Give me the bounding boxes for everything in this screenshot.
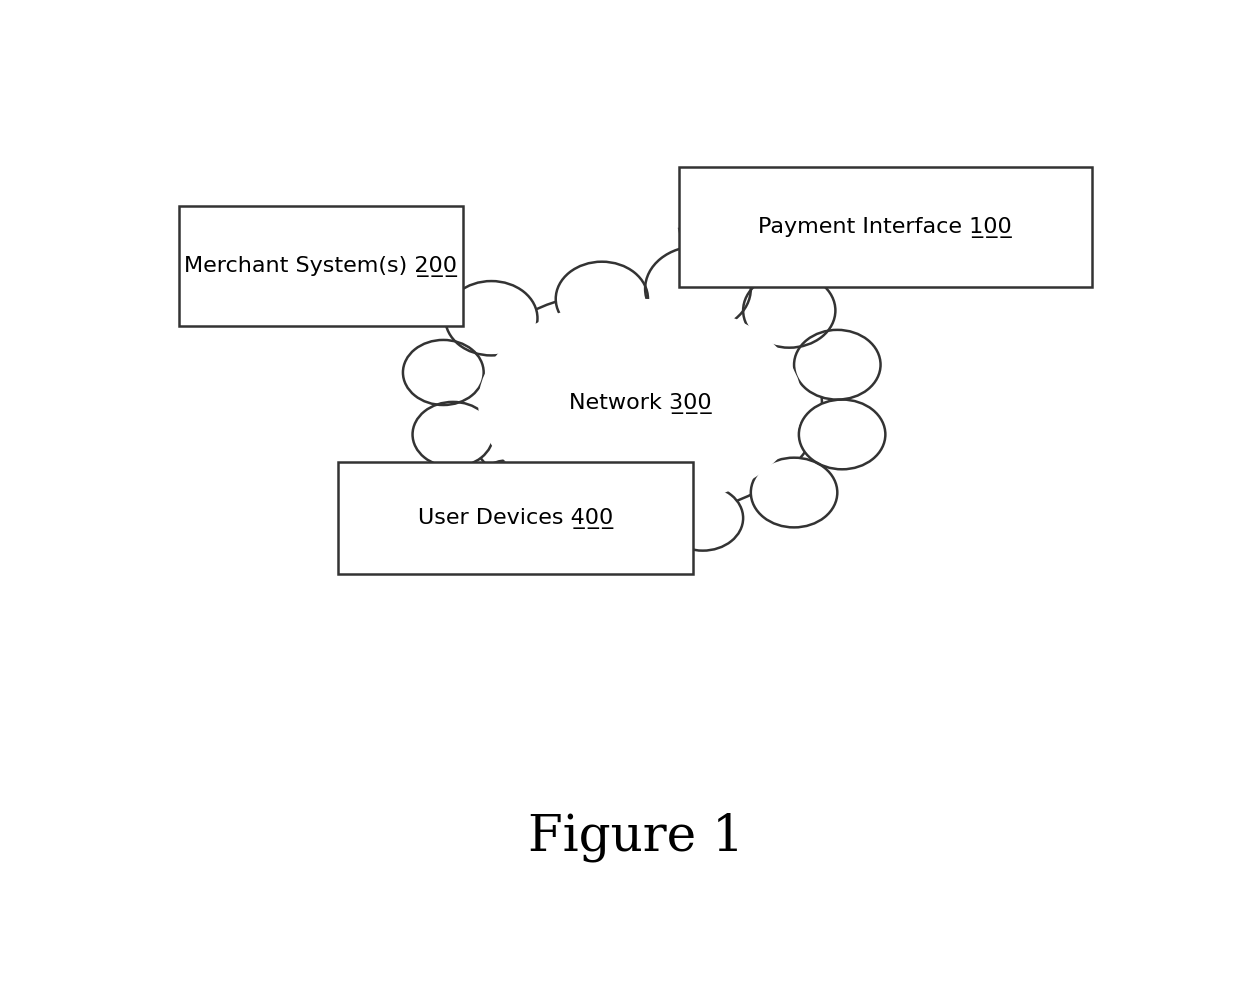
Ellipse shape (470, 460, 551, 525)
Ellipse shape (743, 274, 836, 348)
Ellipse shape (413, 402, 494, 467)
Text: Figure 1: Figure 1 (527, 813, 744, 862)
Ellipse shape (445, 281, 537, 355)
Text: Merchant System(s) 2̲0̲0̲: Merchant System(s) 2̲0̲0̲ (184, 256, 456, 277)
Ellipse shape (751, 458, 837, 527)
Ellipse shape (479, 299, 802, 508)
Text: Network 3̲0̲0̲: Network 3̲0̲0̲ (569, 393, 712, 413)
FancyBboxPatch shape (678, 167, 1092, 288)
Ellipse shape (662, 486, 743, 550)
Ellipse shape (794, 330, 880, 399)
Ellipse shape (403, 340, 484, 405)
Ellipse shape (799, 399, 885, 469)
FancyBboxPatch shape (179, 206, 463, 326)
Ellipse shape (556, 262, 649, 336)
Ellipse shape (645, 246, 750, 331)
Ellipse shape (459, 289, 822, 518)
Ellipse shape (562, 486, 642, 550)
Text: Payment Interface 1̲0̲0̲: Payment Interface 1̲0̲0̲ (759, 217, 1012, 238)
FancyBboxPatch shape (337, 462, 693, 573)
Text: User Devices 4̲0̲0̲: User Devices 4̲0̲0̲ (418, 508, 613, 528)
